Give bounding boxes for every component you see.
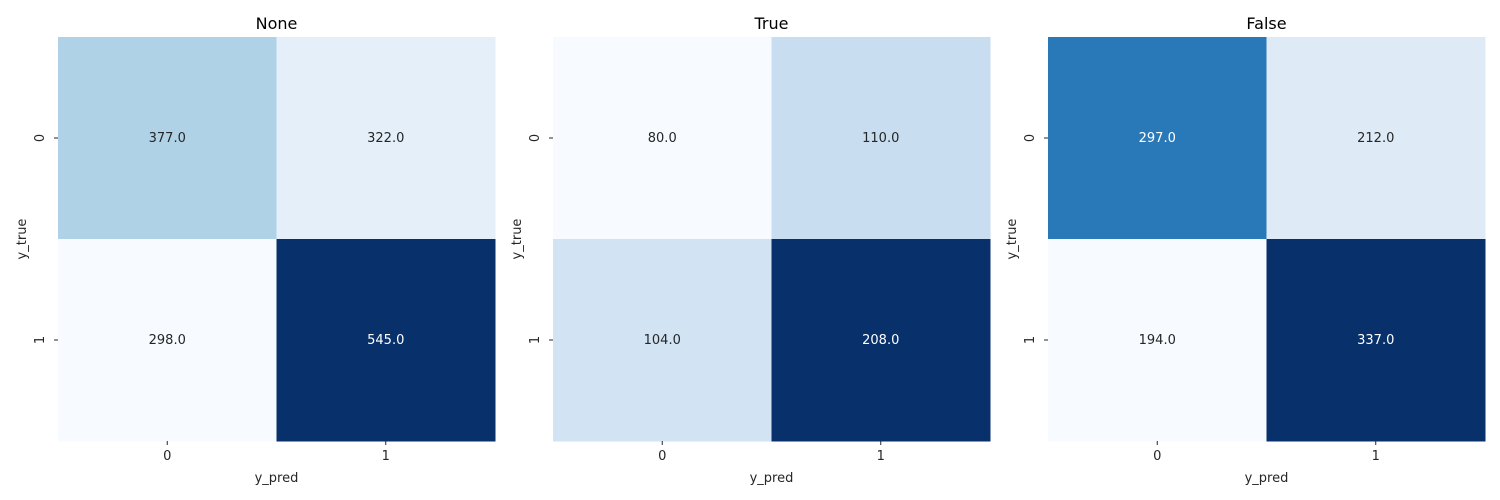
heatmap-panel-2: 297.0 212.0 194.0 337.0 False 0 1 y_pred 0 1 y_tru… — [1005, 14, 1486, 486]
cell-value-label: 208.0 — [862, 333, 899, 348]
heatmap-cell — [553, 37, 772, 240]
heatmap-cell — [771, 37, 991, 240]
cell-value-label: 212.0 — [1357, 131, 1394, 146]
cell-value-label: 80.0 — [648, 131, 677, 146]
heatmap-cell — [1048, 37, 1267, 240]
x-tick-label: 0 — [658, 449, 666, 464]
y-tick-label: 1 — [33, 336, 48, 344]
heatmap-cell — [276, 239, 496, 442]
y-tick-label: 0 — [1023, 134, 1038, 142]
x-axis-label: y_pred — [255, 471, 299, 486]
cell-value-label: 110.0 — [862, 131, 899, 146]
cell-value-label: 322.0 — [367, 131, 404, 146]
x-tick-label: 0 — [163, 449, 171, 464]
x-tick-label: 1 — [877, 449, 885, 464]
x-tick-label: 1 — [382, 449, 390, 464]
y-tick-label: 0 — [528, 134, 543, 142]
x-axis-label: y_pred — [1245, 471, 1289, 486]
cell-value-label: 104.0 — [644, 333, 681, 348]
cell-value-label: 377.0 — [149, 131, 186, 146]
heatmap-cell — [58, 239, 277, 442]
x-tick-label: 1 — [1372, 449, 1380, 464]
heatmap-cell — [1266, 239, 1486, 442]
heatmap-cell — [771, 239, 991, 442]
x-axis-label: y_pred — [750, 471, 794, 486]
cell-value-label: 298.0 — [149, 333, 186, 348]
y-axis-label: y_true — [510, 219, 525, 260]
heatmap-cell — [553, 239, 772, 442]
heatmap-cell — [58, 37, 277, 240]
heatmap-cell — [1048, 239, 1267, 442]
cell-value-label: 194.0 — [1139, 333, 1176, 348]
panel-title: False — [1246, 14, 1286, 33]
panel-title: None — [256, 14, 298, 33]
cell-value-label: 337.0 — [1357, 333, 1394, 348]
y-axis-label: y_true — [15, 219, 30, 260]
heatmap-panel-1: 80.0 110.0 104.0 208.0 True 0 1 y_pred 0 1 y_true — [510, 14, 991, 486]
y-tick-label: 1 — [1023, 336, 1038, 344]
heatmap-cell — [276, 37, 496, 240]
cell-value-label: 297.0 — [1139, 131, 1176, 146]
y-tick-label: 0 — [33, 134, 48, 142]
panel-title: True — [754, 14, 789, 33]
heatmap-panel-0: 377.0 322.0 298.0 545.0 None 0 1 y_pred 0 1 y_true — [15, 14, 496, 486]
cell-value-label: 545.0 — [367, 333, 404, 348]
x-tick-label: 0 — [1153, 449, 1161, 464]
y-axis-label: y_true — [1005, 219, 1020, 260]
y-tick-label: 1 — [528, 336, 543, 344]
heatmap-cell — [1266, 37, 1486, 240]
